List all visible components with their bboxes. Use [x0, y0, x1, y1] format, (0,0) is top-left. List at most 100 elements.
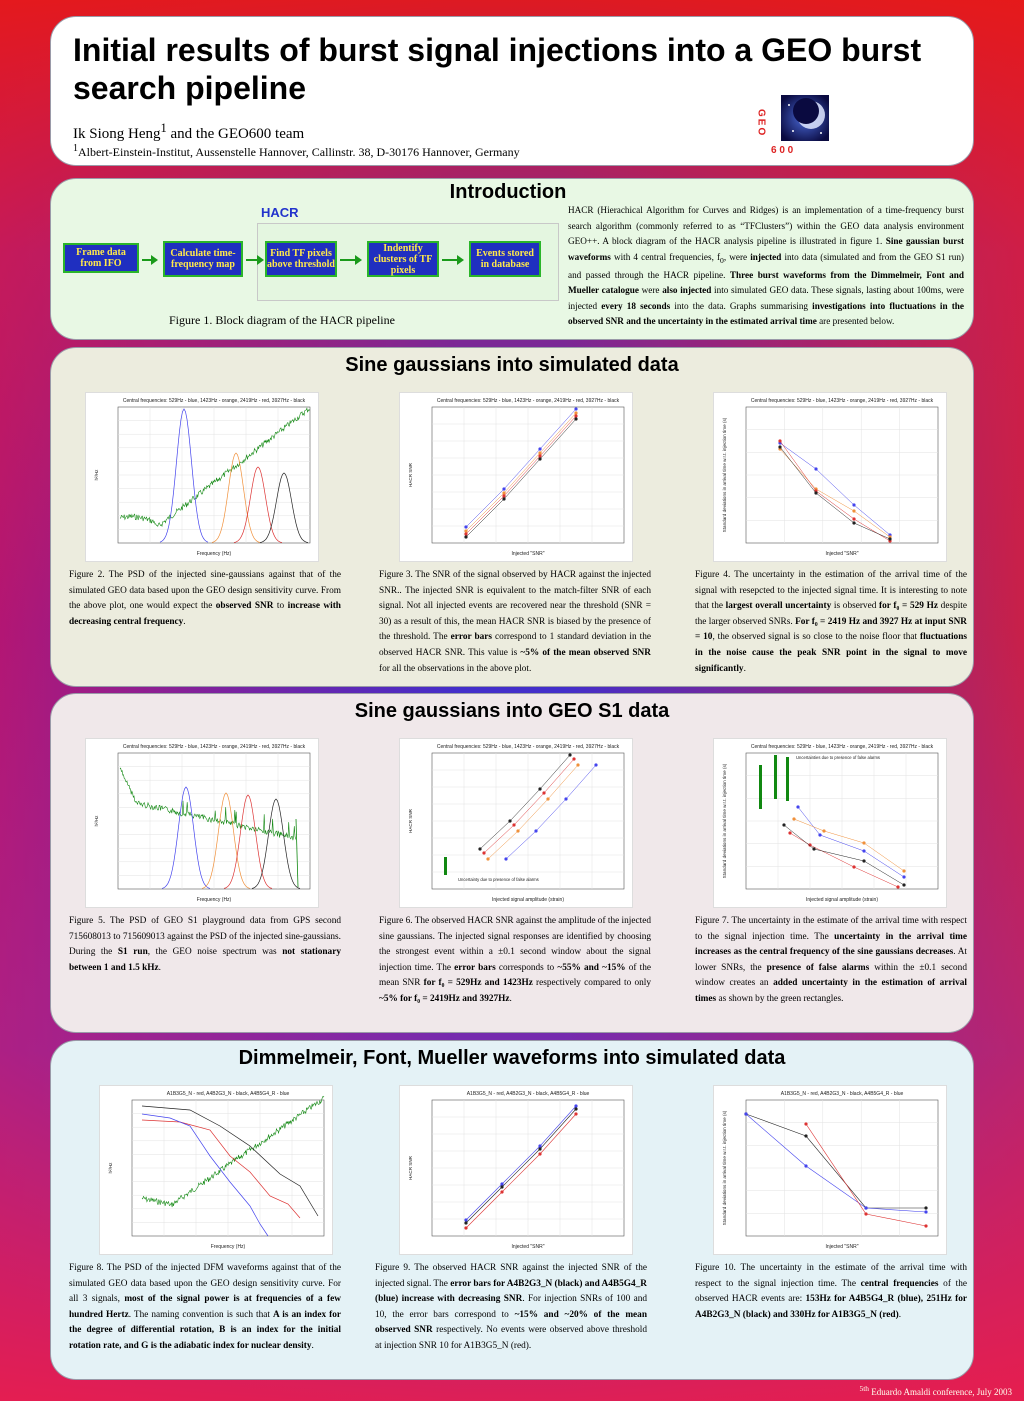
- snr-point: [546, 797, 550, 801]
- figure-5-psd-plot: Central frequencies: 529Hz - blue, 1423H…: [85, 738, 319, 908]
- time-series-3: [779, 446, 891, 540]
- block-find-tf-pixels: Find TF pixels above threshold: [265, 241, 337, 277]
- figure-7-caption: Figure 7. The uncertainty in the estimat…: [695, 916, 968, 1004]
- snr-point: [538, 1144, 542, 1148]
- figure-3-snr-plot: Central frequencies: 529Hz - blue, 1423H…: [399, 392, 633, 562]
- y-axis-label: Standard deviations in arrival time w.r.…: [722, 763, 727, 878]
- snr-point: [464, 529, 468, 533]
- false-alarm-bar: [444, 857, 447, 875]
- block-calculate-tf-map: Calculate time-frequency map: [163, 241, 243, 277]
- geo600-logo: GEO 6 0 0: [751, 87, 841, 165]
- figure-7-arrival-plot: Central frequencies: 529Hz - blue, 1423H…: [713, 738, 947, 908]
- arrow-1: [142, 255, 158, 265]
- time-point: [818, 833, 822, 837]
- x-axis-label: Injected "SNR": [511, 1244, 544, 1250]
- snr-series-1: [465, 1108, 577, 1224]
- figure-10-arrival-plot: A1B3G5_N - red, A4B2G3_N - black, A4B5G4…: [713, 1085, 947, 1255]
- snr-point: [538, 451, 542, 455]
- snr-point: [502, 494, 506, 498]
- psd-a1b3g5: [141, 1119, 301, 1219]
- authors: Ik Siong Heng1 and the GEO600 team: [73, 121, 305, 142]
- snr-point: [574, 1104, 578, 1108]
- plot-title: Central frequencies: 529Hz - blue, 1423H…: [751, 744, 934, 750]
- snr-point: [500, 1185, 504, 1189]
- time-point: [788, 831, 792, 835]
- false-alarm-bar: [759, 765, 762, 809]
- time-point: [864, 1206, 868, 1210]
- block-events-database: Events stored in database: [469, 241, 541, 277]
- noise-psd-curve: [141, 1095, 325, 1208]
- time-series-1: [779, 448, 891, 538]
- section-heading: Sine gaussians into simulated data: [345, 354, 679, 376]
- snr-point: [500, 1182, 504, 1186]
- y-axis-label: h²/Hz: [94, 469, 99, 481]
- snr-series-0: [465, 1105, 577, 1221]
- snr-point: [538, 454, 542, 458]
- snr-point: [574, 407, 578, 411]
- time-point: [896, 885, 900, 889]
- psd-2419hz: [233, 466, 283, 543]
- sine-gaussians-geo-s1-panel: Sine gaussians into GEO S1 data Central …: [50, 693, 974, 1033]
- time-series-0: [745, 1113, 926, 1209]
- snr-series-1: [487, 764, 579, 860]
- block-frame-data: Frame data from IFO: [63, 243, 139, 273]
- psd-529hz: [159, 408, 209, 543]
- time-point: [862, 841, 866, 845]
- time-point: [782, 823, 786, 827]
- psd-1423hz: [201, 792, 251, 889]
- snr-series-2: [465, 415, 577, 535]
- sine-gaussians-simulated-panel: Sine gaussians into simulated data Centr…: [50, 347, 974, 687]
- snr-point: [574, 1107, 578, 1111]
- time-point: [924, 1206, 928, 1210]
- hacr-label: HACR: [261, 205, 299, 220]
- y-axis-label: HACR SNR: [408, 462, 413, 487]
- figure-10-caption: Figure 10. The uncertainty in the estima…: [695, 1263, 967, 1320]
- introduction-panel: Introduction HACR Frame data from IFO Ca…: [50, 178, 974, 340]
- snr-point: [486, 857, 490, 861]
- plot-title: A1B3G5_N - red, A4B2G3_N - black, A4B5G4…: [781, 1091, 904, 1097]
- snr-point: [502, 497, 506, 501]
- time-point: [778, 445, 782, 449]
- snr-series-2: [465, 1113, 577, 1229]
- logo-letters: GEO: [756, 109, 767, 137]
- y-axis-label: Standard deviations in arrival time w.r.…: [722, 1110, 727, 1225]
- time-point: [804, 1134, 808, 1138]
- time-series-1: [745, 1113, 927, 1213]
- time-point: [822, 829, 826, 833]
- snr-point: [464, 532, 468, 536]
- snr-point: [482, 851, 486, 855]
- time-point: [852, 517, 856, 521]
- time-point: [852, 503, 856, 507]
- snr-series-3: [479, 754, 571, 850]
- plot-title: Central frequencies: 529Hz - blue, 1423H…: [751, 398, 934, 404]
- dfm-waveforms-panel: Dimmelmeir, Font, Mueller waveforms into…: [50, 1040, 974, 1380]
- time-point: [902, 883, 906, 887]
- x-axis-label: Frequency (Hz): [211, 1244, 246, 1250]
- false-alarm-bar: [774, 755, 777, 799]
- psd-1423hz: [211, 452, 261, 543]
- snr-series-0: [505, 764, 597, 860]
- x-axis-label: Injected "SNR": [825, 551, 858, 557]
- figure-1-caption: Figure 1. Block diagram of the HACR pipe…: [169, 313, 395, 327]
- y-axis-label: HACR SNR: [408, 808, 413, 833]
- snr-series-0: [465, 408, 577, 528]
- noise-psd-rolloff: [295, 818, 299, 888]
- y-axis-label: HACR SNR: [408, 1155, 413, 1180]
- snr-point: [594, 763, 598, 767]
- y-axis-label: Standard deviations in arrival time w.r.…: [722, 417, 727, 532]
- arrow-3: [340, 255, 362, 265]
- x-axis-label: Injected signal amplitude (strain): [492, 897, 564, 903]
- psd-a4b5g4: [141, 1113, 269, 1237]
- snr-point: [512, 823, 516, 827]
- snr-point: [516, 829, 520, 833]
- snr-series-1: [465, 412, 577, 532]
- arrow-4: [442, 255, 464, 265]
- time-point: [864, 1212, 868, 1216]
- plot-title: Central frequencies: 529Hz - blue, 1423H…: [123, 398, 306, 404]
- plot-title: Central frequencies: 529Hz - blue, 1423H…: [437, 744, 620, 750]
- snr-point: [574, 417, 578, 421]
- x-axis-label: Frequency (Hz): [197, 897, 232, 903]
- time-point: [744, 1112, 748, 1116]
- snr-point: [538, 457, 542, 461]
- time-point: [852, 509, 856, 513]
